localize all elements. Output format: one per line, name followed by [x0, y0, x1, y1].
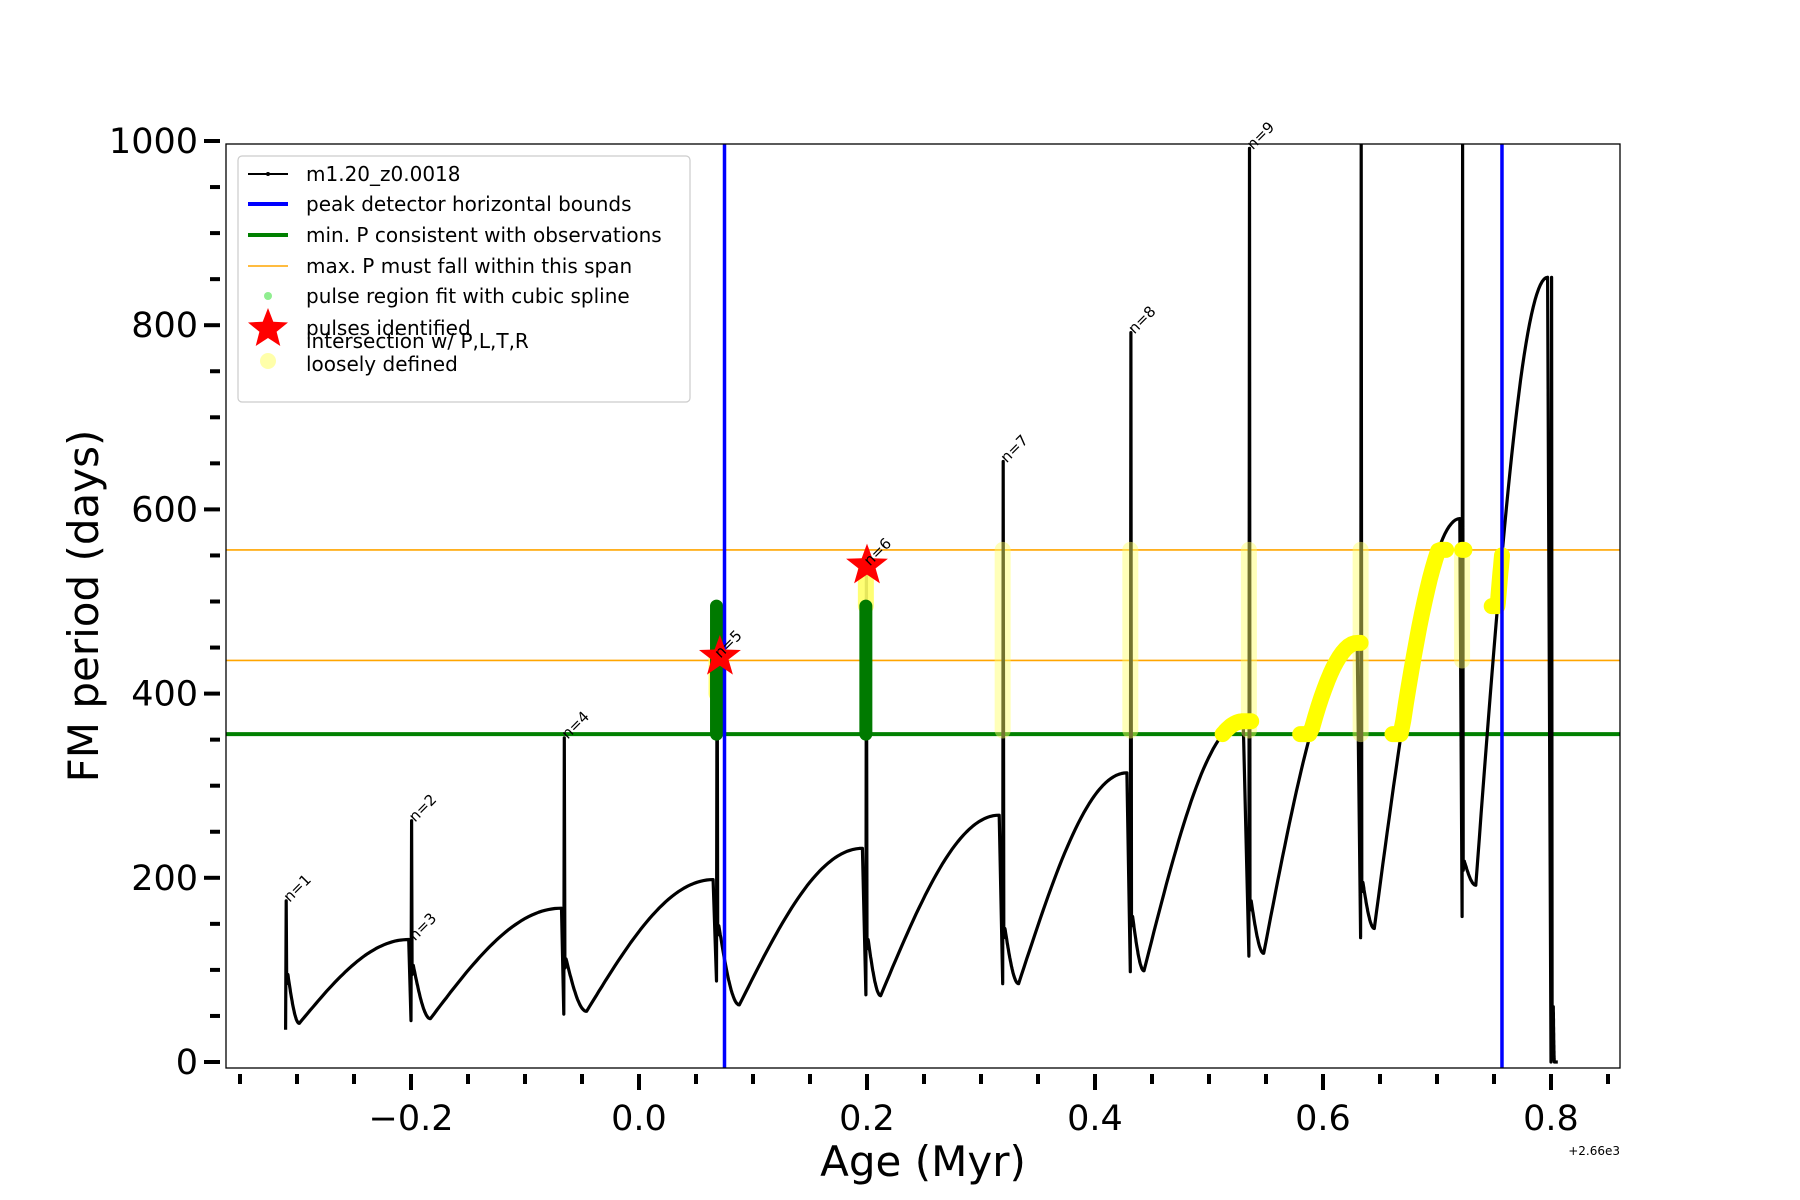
legend-label: pulse region fit with cubic spline [306, 284, 630, 308]
plot-layer [226, 144, 1620, 1068]
pulse-star-0 [699, 634, 741, 675]
loose-intersection-8 [1292, 634, 1369, 743]
legend-label: pulses identified [306, 316, 471, 340]
y-tick-label: 600 [131, 490, 198, 530]
loose-intersection-9 [1384, 541, 1455, 743]
x-offset-label: +2.66e3 [1568, 1144, 1620, 1158]
pulse-star-1 [846, 543, 888, 584]
x-tick-label: 0.0 [611, 1099, 667, 1139]
legend-entry-4: pulse region fit with cubic spline [264, 284, 630, 308]
ticks: −0.2 0.0 0.2 0.4 0.6 0.8 0 200 400 600 800 1000 [109, 122, 1610, 1139]
x-tick-label: 0.6 [1295, 1099, 1351, 1139]
x-tick-label: 0.2 [839, 1099, 895, 1139]
legend-label: m1.20_z0.0018 [306, 162, 461, 186]
y-tick-label: 400 [131, 675, 198, 715]
legend-label: loosely defined [306, 352, 458, 376]
legend-label: peak detector horizontal bounds [306, 192, 632, 216]
legend-entry-0: m1.20_z0.0018 [248, 162, 461, 186]
legend-dot-icon [264, 292, 272, 300]
legend-entry-1: peak detector horizontal bounds [248, 192, 632, 216]
y-tick-label: 1000 [109, 122, 198, 162]
legend-marker-icon [266, 172, 270, 176]
legend-entry-2: min. P consistent with observations [248, 223, 662, 247]
y-axis-label: FM period (days) [59, 430, 108, 783]
legend-box [237, 155, 691, 403]
legend-star-icon [248, 308, 288, 346]
y-tick-label: 200 [131, 859, 198, 899]
y-tick-label: 800 [131, 306, 198, 346]
loose-intersection-7 [1214, 713, 1260, 743]
axes-frame [225, 143, 1621, 1069]
legend-dot-icon [260, 353, 276, 369]
x-tick-label: 0.4 [1067, 1099, 1123, 1139]
legend-entry-5: pulses identified [248, 308, 471, 346]
plot-area [226, 144, 1620, 1068]
legend-label: max. P must fall within this span [306, 254, 632, 278]
legend-label: min. P consistent with observations [306, 223, 662, 247]
legend-entry-3: max. P must fall within this span [248, 254, 632, 278]
x-tick-label: −0.2 [369, 1099, 454, 1139]
series-line-main [284, 144, 1560, 1064]
x-axis-label: Age (Myr) [820, 1137, 1026, 1186]
x-tick-label: 0.8 [1523, 1099, 1579, 1139]
legend-label: intersection w/ P,L,T,R [306, 329, 529, 353]
y-tick-label: 0 [176, 1043, 198, 1083]
